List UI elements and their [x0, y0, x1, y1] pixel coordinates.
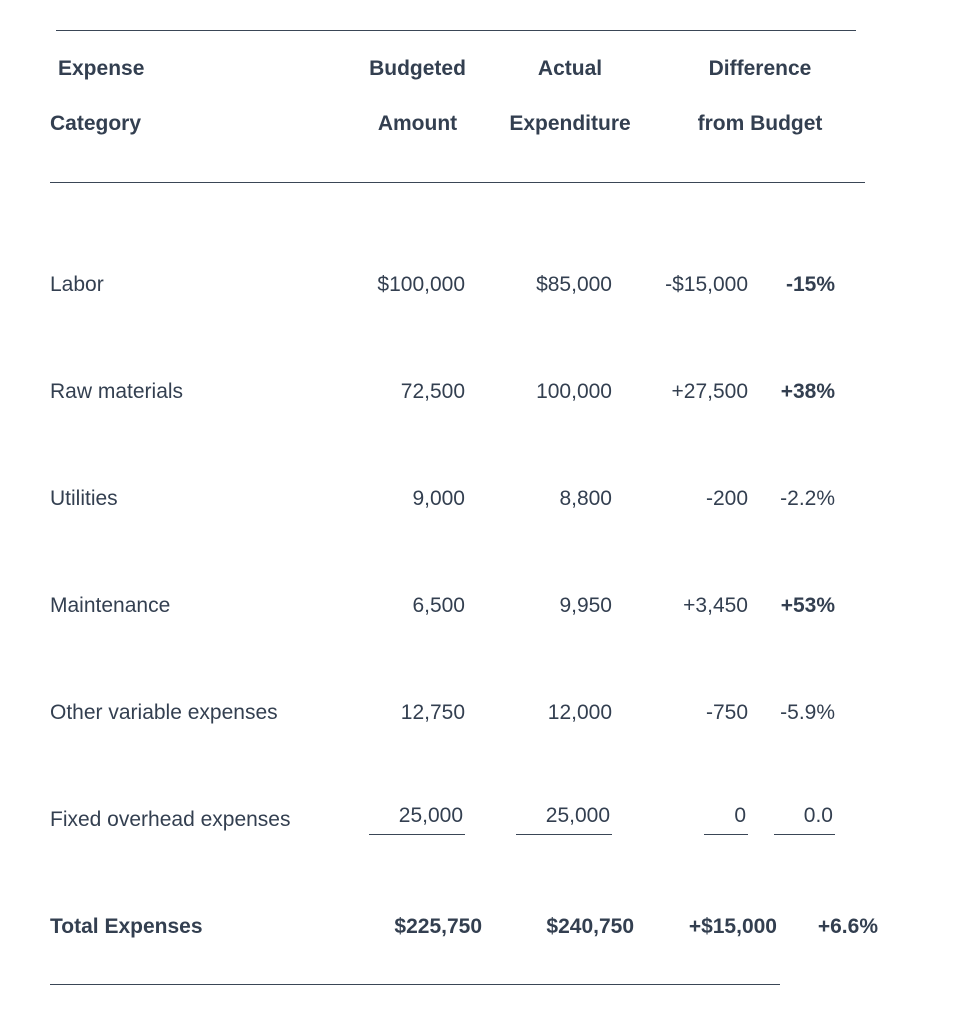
cell-budgeted-amount: 6,500	[412, 593, 465, 617]
table-row-raw-materials: Raw materials 72,500 100,000 +27,500 +38…	[50, 338, 956, 445]
cell-budgeted-amount: 72,500	[400, 379, 465, 403]
bottom-rule	[50, 984, 780, 985]
cell-budgeted-amount: 25,000	[340, 804, 465, 835]
cell-difference-percent: -2.2%	[780, 486, 835, 510]
header-difference-from-budget: Difference from Budget	[645, 57, 875, 136]
table-row-utilities: Utilities 9,000 8,800 -200 -2.2%	[50, 445, 956, 552]
underlined-value: 25,000	[368, 804, 465, 835]
cell-actual-expenditure: 9,950	[559, 593, 612, 617]
cell-expense-category: Maintenance	[50, 593, 171, 617]
cell-difference-amount: +27,500	[671, 379, 749, 403]
budget-variance-document: Expense Category Budgeted Amount Actual …	[50, 30, 956, 985]
cell-difference-amount: 0	[612, 804, 748, 835]
header-budgeted-amount: Budgeted Amount	[340, 57, 495, 136]
cell-expense-category: Utilities	[50, 486, 118, 510]
header-difference-line1: Difference	[708, 57, 812, 80]
header-budgeted-line1: Budgeted	[369, 57, 466, 80]
cell-budgeted-amount: 9,000	[412, 486, 465, 510]
cell-expense-category: Raw materials	[50, 379, 184, 403]
table-row-other-variable-expenses: Other variable expenses 12,750 12,000 -7…	[50, 659, 956, 766]
cell-actual-expenditure: $85,000	[536, 272, 612, 296]
cell-actual-expenditure: 8,800	[559, 486, 612, 510]
header-expense-category: Expense Category	[50, 57, 340, 136]
header-expense-line1: Expense	[58, 57, 145, 80]
table-body: Labor $100,000 $85,000 -$15,000 -15% Raw…	[50, 231, 956, 980]
cell-actual-expenditure: $240,750	[546, 914, 634, 938]
table-header-row: Expense Category Budgeted Amount Actual …	[50, 57, 956, 136]
cell-expense-category: Labor	[50, 272, 104, 296]
table-row-total-expenses: Total Expenses $225,750 $240,750 +$15,00…	[50, 873, 956, 980]
cell-expense-category: Fixed overhead expenses	[50, 807, 291, 831]
cell-budgeted-amount: $100,000	[377, 272, 465, 296]
header-budgeted-line2: Amount	[377, 112, 458, 135]
header-expense-line2: Category	[50, 112, 142, 135]
cell-actual-expenditure: 12,000	[547, 700, 612, 724]
header-separator-rule	[50, 182, 865, 183]
underlined-value: 25,000	[515, 804, 612, 835]
header-actual-line1: Actual	[537, 57, 603, 80]
table-row-fixed-overhead-expenses: Fixed overhead expenses 25,000 25,000 0 …	[50, 766, 956, 873]
table-row-maintenance: Maintenance 6,500 9,950 +3,450 +53%	[50, 552, 956, 659]
cell-difference-amount: +$15,000	[688, 914, 777, 938]
header-actual-line2: Expenditure	[509, 112, 631, 135]
cell-difference-percent: -5.9%	[780, 700, 835, 724]
cell-budgeted-amount: 12,750	[400, 700, 465, 724]
cell-difference-amount: -750	[705, 700, 748, 724]
cell-difference-amount: +3,450	[683, 593, 748, 617]
cell-budgeted-amount: $225,750	[394, 914, 482, 938]
cell-difference-amount: -$15,000	[665, 272, 748, 296]
header-actual-expenditure: Actual Expenditure	[495, 57, 645, 136]
cell-difference-percent: +53%	[780, 593, 835, 617]
cell-expense-category: Total Expenses	[50, 914, 203, 938]
underlined-value: 0	[704, 804, 748, 835]
cell-expense-category: Other variable expenses	[50, 700, 278, 724]
cell-actual-expenditure: 25,000	[465, 804, 612, 835]
cell-actual-expenditure: 100,000	[536, 379, 612, 403]
table-row-labor: Labor $100,000 $85,000 -$15,000 -15%	[50, 231, 956, 338]
underlined-value: 0.0	[773, 804, 835, 835]
cell-difference-percent: 0.0	[748, 804, 835, 835]
top-rule	[56, 30, 856, 31]
cell-difference-percent: +38%	[780, 379, 835, 403]
cell-difference-percent: -15%	[785, 272, 835, 296]
header-difference-line2: from Budget	[697, 112, 823, 135]
cell-difference-percent: +6.6%	[817, 914, 878, 938]
cell-difference-amount: -200	[705, 486, 748, 510]
